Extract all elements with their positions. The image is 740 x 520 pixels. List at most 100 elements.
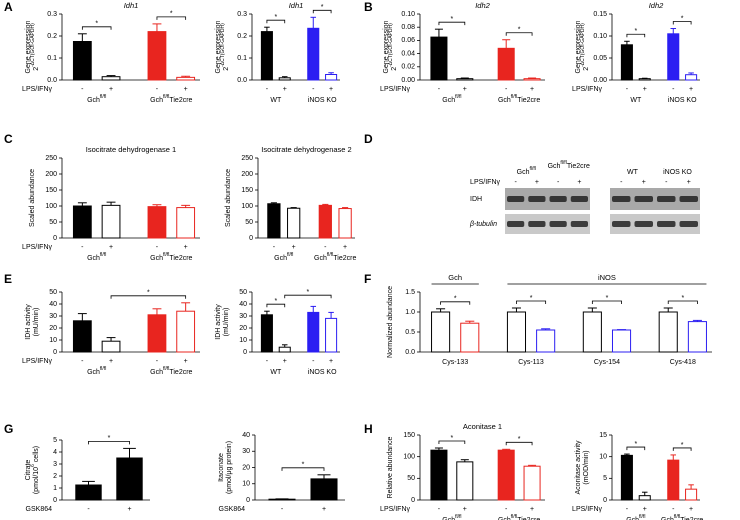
y-tick-label: 0.08: [401, 24, 415, 31]
bar: [147, 31, 167, 81]
y-axis-label-text: Gene expression: [215, 20, 222, 73]
x-tick-label: -: [281, 506, 284, 513]
bar: [101, 204, 121, 239]
x-tick-label: -: [505, 86, 508, 93]
treatment-label: LPS/IFNγ: [22, 358, 52, 365]
x-tick-label: -: [87, 506, 90, 513]
bar: [523, 78, 541, 81]
bar: [278, 77, 291, 81]
blot-band: [657, 196, 676, 202]
group-label-text: Cys-133: [442, 359, 468, 366]
blot-band: [612, 221, 631, 227]
treatment-label: LPS/IFNγ: [380, 506, 410, 513]
group-label: WT: [630, 97, 642, 104]
y-tick-label: 0: [243, 349, 247, 356]
group-label: Gchfl/fl: [442, 514, 461, 520]
y-tick-label: 0.10: [401, 11, 415, 18]
x-tick-label: -: [81, 86, 84, 93]
blot-band: [507, 221, 525, 227]
significance-label: *: [606, 295, 609, 302]
x-tick-label: +: [329, 86, 333, 93]
y-axis-label-text: Scaled abundance: [225, 169, 232, 227]
group-label: Cys-113: [518, 359, 544, 366]
y-tick-label: 0.06: [401, 37, 415, 44]
error-bar: [310, 16, 317, 29]
blot-group-label-sup: fl/fl: [529, 166, 535, 172]
blot-band: [612, 196, 631, 202]
y-tick-label: 0.04: [401, 50, 415, 57]
blot-sign: +: [535, 179, 539, 186]
blot-band: [549, 221, 567, 227]
bar: [685, 74, 698, 81]
header-label: Gch: [448, 273, 462, 282]
group-label-text: Gch: [498, 97, 511, 104]
significance-bracket: [438, 440, 466, 444]
x-tick-label: -: [312, 86, 315, 93]
y-tick-label: 20: [49, 325, 57, 332]
y-tick-label: 0.00: [401, 77, 415, 84]
error-bar: [310, 305, 317, 313]
blot-group-label-sup: fl/fl: [560, 160, 566, 166]
y-tick-label: 0.02: [401, 64, 415, 71]
y-tick-label: 10: [239, 337, 247, 344]
y-tick-label: 1.0: [405, 309, 415, 316]
group-label: Gchfl/fl: [626, 514, 645, 520]
y-tick-label: 0.2: [237, 33, 247, 40]
y-tick-label: 40: [49, 301, 57, 308]
bar: [667, 33, 680, 81]
group-label: Gchfl/fl: [274, 252, 293, 262]
error-bar: [663, 307, 673, 312]
x-tick-label: -: [438, 506, 441, 513]
x-tick-label: -: [81, 244, 84, 251]
blot-band: [528, 196, 546, 202]
y-tick-label: 0.5: [405, 329, 415, 336]
bar: [101, 76, 121, 81]
group-label-sup: fl/fl: [100, 94, 106, 100]
blot-membrane: [610, 188, 700, 210]
bar: [72, 320, 92, 353]
chart-title: Isocitrate dehydrogenase 1: [86, 145, 176, 154]
x-tick-label: -: [626, 86, 629, 93]
error-bar: [77, 313, 87, 321]
y-tick-label: 0.0: [47, 77, 57, 84]
bar: [338, 208, 352, 239]
blot-band: [507, 196, 525, 202]
error-bar: [624, 40, 630, 45]
y-axis-label-text: (mOD/min): [583, 450, 590, 484]
bar: [685, 488, 698, 501]
error-bar: [152, 23, 162, 32]
bar: [667, 459, 680, 501]
blot-row-label: IDH: [470, 196, 482, 203]
panel-letter: B: [364, 0, 373, 14]
y-tick-label: 0.3: [47, 11, 57, 18]
group-label-sup: fl/fl: [455, 94, 461, 100]
group-label: iNOS KO: [308, 369, 337, 376]
blot-band: [634, 221, 653, 227]
error-bar: [502, 448, 511, 451]
significance-bracket: [156, 16, 187, 20]
significance-label: *: [681, 15, 684, 22]
error-bar: [541, 328, 551, 330]
group-label-text: Gch: [314, 255, 327, 262]
significance-bracket: [505, 32, 533, 36]
group-label: WT: [270, 369, 282, 376]
group-label-text: Cys-418: [670, 359, 696, 366]
blot-band: [634, 196, 653, 202]
y-tick-label: 0: [603, 497, 607, 504]
bar: [176, 76, 196, 81]
error-bar: [460, 77, 469, 79]
y-tick-label: 0: [411, 497, 415, 504]
group-label: Gchfl/flTie2cre: [661, 514, 703, 520]
bar: [101, 340, 121, 353]
x-tick-label: +: [109, 358, 113, 365]
y-tick-label: 1: [53, 485, 57, 492]
y-axis-label-text: IDH activity: [215, 304, 222, 340]
error-bar: [82, 480, 95, 485]
error-bar: [264, 26, 270, 32]
y-tick-label: 20: [242, 464, 250, 471]
y-tick-label: 20: [239, 325, 247, 332]
x-tick-label: -: [156, 86, 159, 93]
error-bar: [264, 310, 270, 315]
y-axis-label-text: Scaled abundance: [29, 169, 36, 227]
